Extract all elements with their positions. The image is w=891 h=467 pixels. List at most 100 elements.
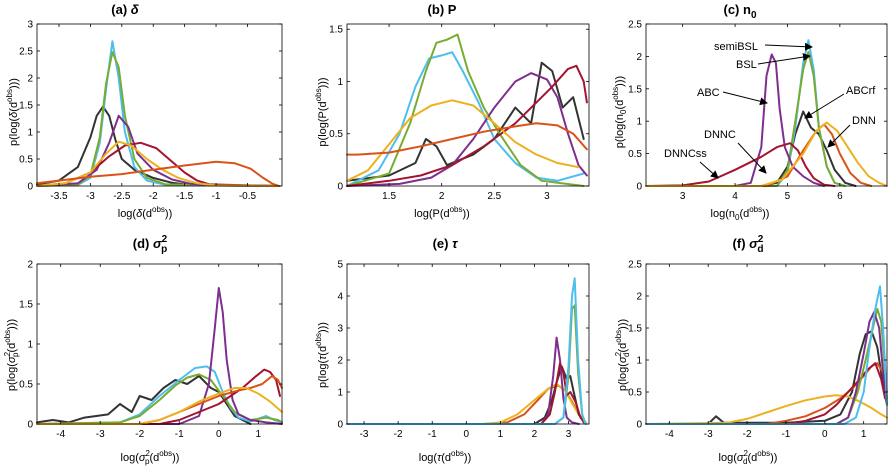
series-line-cyan <box>346 277 587 425</box>
series-group <box>36 40 280 187</box>
x-tick-label: -0.5 <box>239 191 257 202</box>
annotation-label: semiBSL <box>714 41 758 53</box>
series-group <box>346 277 587 425</box>
x-tick-label: -3 <box>704 429 713 440</box>
x-tick-label: -1 <box>175 429 184 440</box>
y-tick-label: 0.5 <box>19 380 33 391</box>
series-line-orange <box>36 160 280 187</box>
plot-area <box>645 23 888 187</box>
series-line-yellow <box>645 121 888 187</box>
x-tick-label: -2 <box>135 429 144 440</box>
series-line-yellow <box>346 99 580 182</box>
series-line-purple <box>645 311 888 425</box>
panel-title: (a) δ <box>111 2 139 17</box>
x-tick-label: 6 <box>837 191 843 202</box>
y-tick-label: 1 <box>27 128 33 139</box>
series-group <box>36 287 283 425</box>
x-tick-label: -3 <box>86 191 95 202</box>
y-tick-label: 2 <box>27 260 33 271</box>
annotation-dnn: DNN <box>827 115 876 148</box>
y-tick-label: 2 <box>27 74 33 85</box>
x-tick-label: 2.5 <box>487 191 501 202</box>
y-tick-label: 2 <box>337 356 343 367</box>
annotation-abcrf: ABCrf <box>804 85 876 119</box>
y-tick-label: 2.5 <box>19 47 33 58</box>
y-axis-label: p(log(δ(dobs))) <box>5 78 20 146</box>
series-line-cyan <box>645 285 888 425</box>
x-tick-label: 4 <box>732 191 738 202</box>
x-tick-label: -2.5 <box>113 191 131 202</box>
panel-title: (b) P <box>428 2 457 17</box>
annotation-label: DNNCss <box>664 148 707 160</box>
series-line-green <box>36 373 283 425</box>
annotation-dnnc: DNNC <box>704 129 767 174</box>
panel-f-sigma-d2: (f) σ2 d log(σ2 d(dobs)) p(log(σ2d(dobs)))… <box>614 234 888 466</box>
y-tick-label: 0.5 <box>628 149 642 160</box>
x-tick-label: 2 <box>532 429 538 440</box>
panel-title: (c) n0 <box>723 2 756 21</box>
x-tick-label: 5 <box>785 191 791 202</box>
y-tick-label: 3 <box>337 324 343 335</box>
panel-b-p: (b) P log(P(dobs)) p(log(P(dobs))) 1.5 2 2… <box>314 2 590 220</box>
y-axis-label: p(log(σ2p(dobs))) <box>3 319 20 391</box>
annotation-label: BSL <box>736 59 757 71</box>
series-line-purple <box>36 287 283 425</box>
x-axis-label: log(n0(dobs)) <box>711 205 770 222</box>
x-axis-label: log(δ(dobs)) <box>118 205 172 220</box>
y-tick-label: 1 <box>337 77 343 88</box>
series-line-darkred <box>645 142 836 187</box>
series-line-purple <box>346 336 580 425</box>
plot-area <box>36 23 283 187</box>
y-tick-label: 1.5 <box>628 324 642 335</box>
series-group <box>645 285 888 425</box>
series-line-cyan <box>36 365 283 425</box>
x-tick-label: -2 <box>149 191 158 202</box>
series-group <box>645 39 888 187</box>
y-tick-label: 1 <box>337 388 343 399</box>
panel-c-n0: (c) n0 log(n0(dobs)) p(log(n0(dobs))) se… <box>611 2 888 222</box>
series-line-cyan <box>346 51 585 187</box>
y-tick-label: 2.5 <box>628 20 642 31</box>
annotation-label: ABC <box>697 87 720 99</box>
x-tick-label: -4 <box>56 429 65 440</box>
series-line-green <box>346 33 585 187</box>
annotation-abc: ABC <box>697 87 768 106</box>
series-line-darkred <box>346 362 587 425</box>
x-tick-label: 3 <box>680 191 686 202</box>
series-line-purple <box>346 72 588 187</box>
series-line-black <box>36 105 280 187</box>
annotation-semibsl: semiBSL <box>714 41 813 53</box>
axes-frame <box>645 23 888 187</box>
series-line-purple <box>645 53 826 187</box>
y-tick-label: 0.5 <box>19 155 33 166</box>
y-tick-label: 1.5 <box>329 25 343 36</box>
axes-frame <box>645 263 888 425</box>
y-tick-label: 1 <box>636 356 642 367</box>
y-tick-label: 1 <box>27 340 33 351</box>
series-line-darkred <box>346 64 588 187</box>
series-line-green <box>645 50 847 187</box>
x-tick-label: 0 <box>822 429 828 440</box>
x-tick-label: -2 <box>394 429 403 440</box>
x-tick-label: 1.5 <box>382 191 396 202</box>
y-tick-label: 1 <box>636 117 642 128</box>
y-tick-label: 2 <box>636 292 642 303</box>
x-axis-label: log(σ2 p(dobs)) <box>121 449 180 466</box>
y-axis-label: p(log(P(dobs))) <box>314 77 329 146</box>
x-tick-label: 1 <box>861 429 867 440</box>
y-tick-label: 4 <box>337 292 343 303</box>
x-tick-label: -3 <box>360 429 369 440</box>
series-line-darkred <box>36 368 281 425</box>
x-tick-label: 0 <box>464 429 470 440</box>
x-tick-label: -2 <box>743 429 752 440</box>
x-tick-label: 3 <box>566 429 572 440</box>
y-tick-label: 1.5 <box>19 300 33 311</box>
series-line-cyan <box>36 40 280 187</box>
panel-a-delta: (a) δ log(δ(dobs)) p(log(δ(dobs))) -3.5 -… <box>5 2 283 220</box>
axes-frame <box>346 23 590 187</box>
x-axis-label: log(P(dobs)) <box>414 205 470 220</box>
x-tick-label: 1 <box>498 429 504 440</box>
series-line-darkred <box>645 362 887 425</box>
panel-title: (e) τ <box>433 236 459 251</box>
x-tick-label: -3.5 <box>50 191 68 202</box>
